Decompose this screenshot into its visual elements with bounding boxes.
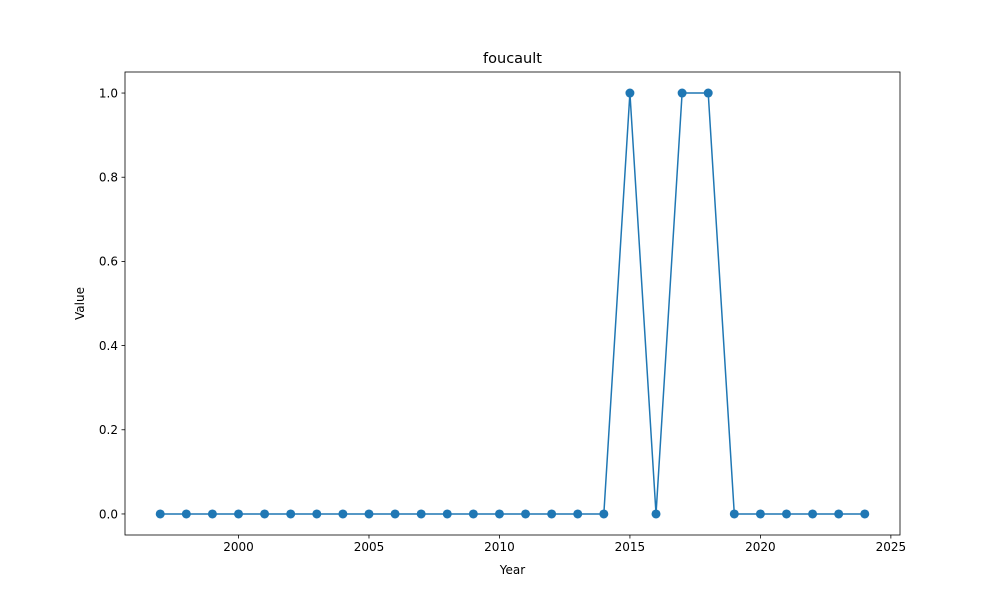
data-point	[651, 509, 661, 519]
y-axis-label: Value	[73, 287, 87, 320]
chart-title: foucault	[483, 51, 542, 67]
data-point	[494, 509, 504, 519]
series-line	[160, 92, 865, 515]
x-axis-ticks: 2000 2005 2010 2015 2020 2025	[223, 535, 906, 554]
data-point	[521, 509, 531, 519]
y-axis-ticks: 0.0 0.2 0.4 0.6 0.8 1.0	[99, 86, 125, 521]
y-tick-label: 0.2	[99, 423, 118, 437]
data-point	[442, 509, 452, 519]
data-point	[625, 88, 635, 98]
plot-area	[125, 72, 900, 535]
data-point	[312, 509, 322, 519]
data-point	[755, 509, 765, 519]
data-point	[703, 88, 713, 98]
x-axis-label: Year	[499, 563, 525, 577]
x-tick-label: 2000	[223, 540, 254, 554]
data-point	[808, 509, 818, 519]
data-point	[781, 509, 791, 519]
data-point	[364, 509, 374, 519]
data-point	[207, 509, 217, 519]
data-point	[416, 509, 426, 519]
data-point	[260, 509, 270, 519]
data-point	[234, 509, 244, 519]
x-tick-label: 2020	[745, 540, 776, 554]
x-tick-label: 2015	[615, 540, 646, 554]
y-tick-label: 1.0	[99, 86, 118, 100]
data-point	[677, 88, 687, 98]
x-tick-label: 2005	[354, 540, 385, 554]
data-point	[390, 509, 400, 519]
y-tick-label: 0.6	[99, 255, 118, 269]
y-tick-label: 0.8	[99, 171, 118, 185]
series-layer	[155, 88, 870, 519]
data-point	[729, 509, 739, 519]
data-point	[338, 509, 348, 519]
data-point	[468, 509, 478, 519]
data-point	[573, 509, 583, 519]
y-tick-label: 0.4	[99, 339, 118, 353]
data-point	[181, 509, 191, 519]
data-point	[860, 509, 870, 519]
x-tick-label: 2010	[484, 540, 515, 554]
x-tick-label: 2025	[876, 540, 907, 554]
plot-frame	[124, 71, 901, 536]
data-point	[599, 509, 609, 519]
data-point	[547, 509, 557, 519]
data-point	[155, 509, 165, 519]
y-tick-label: 0.0	[99, 507, 118, 521]
data-point	[286, 509, 296, 519]
data-point	[834, 509, 844, 519]
